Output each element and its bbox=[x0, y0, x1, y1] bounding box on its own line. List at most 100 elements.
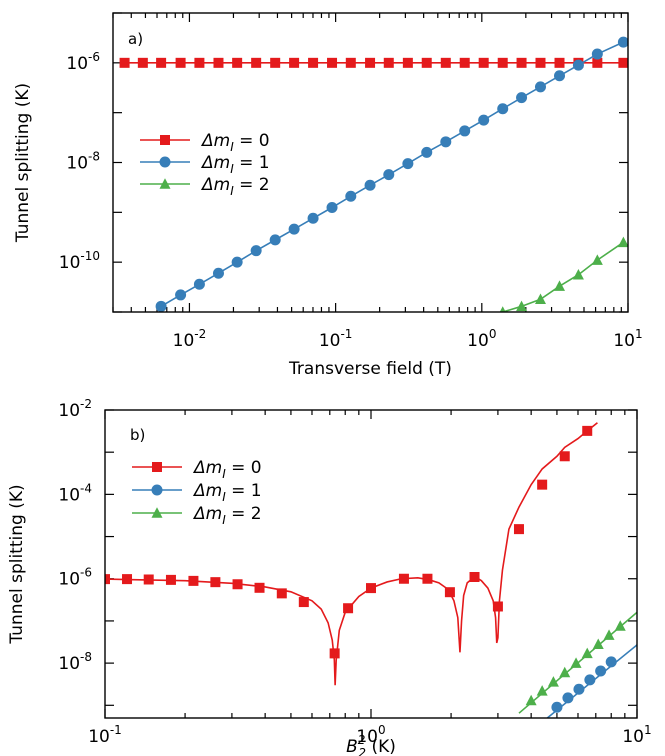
data-point bbox=[581, 647, 593, 659]
data-point bbox=[516, 300, 528, 312]
series-line bbox=[105, 422, 598, 686]
data-point bbox=[570, 657, 582, 668]
data-point bbox=[516, 92, 528, 104]
data-point bbox=[175, 289, 187, 301]
data-point bbox=[572, 268, 584, 280]
series-1 bbox=[546, 644, 637, 718]
data-point bbox=[551, 701, 563, 713]
legend-item: ΔmI = 0 bbox=[140, 131, 270, 154]
data-point bbox=[618, 57, 628, 68]
data-point bbox=[193, 278, 205, 290]
legend-item: ΔmI = 2 bbox=[132, 504, 262, 527]
data-point bbox=[383, 57, 394, 68]
data-point bbox=[345, 190, 357, 202]
panel-b-chart: 10-1 100 101 10-2 10-4 10-6 10-8 B2 2 (K) Tunnel … bbox=[7, 397, 652, 756]
data-point bbox=[554, 57, 565, 68]
data-point bbox=[605, 656, 617, 668]
plot-frame bbox=[112, 12, 629, 313]
data-point bbox=[402, 57, 413, 68]
data-point bbox=[478, 114, 490, 126]
legend-item: ΔmI = 2 bbox=[140, 175, 270, 198]
data-point bbox=[327, 57, 338, 68]
series-0 bbox=[119, 57, 628, 68]
y-tick-label: 10-4 bbox=[58, 481, 92, 505]
series-2 bbox=[499, 236, 628, 312]
y-tick-label: 10-6 bbox=[66, 50, 100, 74]
data-point bbox=[513, 524, 524, 535]
data-point bbox=[143, 574, 154, 585]
data-point bbox=[614, 620, 626, 631]
x-axis-title: B2 2 (K) bbox=[346, 733, 396, 756]
x-tick-label: 100 bbox=[467, 327, 496, 351]
data-point bbox=[617, 36, 628, 48]
x-tick-label: 100 bbox=[356, 723, 385, 747]
series-0 bbox=[105, 422, 598, 686]
x-tick-label: 101 bbox=[622, 723, 651, 747]
data-point bbox=[365, 57, 376, 68]
data-point bbox=[497, 103, 509, 115]
data-point bbox=[270, 57, 281, 68]
data-point bbox=[194, 57, 205, 68]
data-point bbox=[535, 57, 546, 68]
data-point bbox=[516, 57, 527, 68]
data-point bbox=[155, 300, 167, 312]
data-point bbox=[537, 479, 548, 490]
data-point bbox=[329, 648, 340, 659]
series-1 bbox=[155, 36, 628, 312]
data-point bbox=[422, 573, 433, 584]
data-point bbox=[276, 588, 287, 599]
y-axis-title: Tunnel splitting (K) bbox=[13, 83, 33, 243]
y-tick-label: 10-10 bbox=[59, 249, 100, 273]
data-point bbox=[188, 575, 199, 586]
data-point bbox=[213, 57, 224, 68]
data-point bbox=[250, 245, 262, 257]
data-point bbox=[478, 57, 489, 68]
data-point bbox=[212, 267, 224, 279]
data-point bbox=[547, 676, 559, 687]
data-point bbox=[165, 574, 176, 585]
legend-marker bbox=[152, 462, 162, 472]
data-point bbox=[308, 57, 319, 68]
series-2 bbox=[518, 611, 637, 714]
data-point bbox=[572, 59, 584, 71]
data-point bbox=[269, 234, 281, 246]
panel-a-chart: 10-2 10-1 100 101 10-6 10-8 10-10 Transverse fi… bbox=[13, 12, 643, 379]
data-point bbox=[584, 674, 596, 686]
data-point bbox=[345, 57, 356, 68]
data-point bbox=[307, 212, 319, 224]
data-point bbox=[366, 583, 376, 594]
x-tick-label: 10-1 bbox=[319, 327, 353, 351]
data-point bbox=[459, 57, 470, 68]
data-point bbox=[536, 685, 548, 696]
legend-label: ΔmI = 1 bbox=[200, 153, 270, 176]
plot-area bbox=[119, 36, 628, 312]
data-point bbox=[402, 158, 414, 170]
data-point bbox=[119, 57, 130, 68]
data-point bbox=[603, 629, 615, 640]
data-point bbox=[554, 70, 566, 82]
data-point bbox=[554, 280, 566, 291]
data-point bbox=[232, 579, 243, 590]
data-point bbox=[592, 57, 603, 68]
legend-label: ΔmI = 2 bbox=[192, 504, 262, 527]
x-tick-label: 10-2 bbox=[173, 327, 207, 351]
data-point bbox=[231, 256, 243, 268]
data-point bbox=[105, 574, 110, 585]
data-point bbox=[559, 666, 571, 678]
data-point bbox=[440, 136, 452, 148]
data-point bbox=[559, 451, 570, 462]
series-line bbox=[502, 241, 624, 312]
x-tick-label: 10-1 bbox=[88, 723, 122, 747]
plot-area bbox=[105, 422, 637, 718]
data-point bbox=[534, 81, 546, 93]
data-point bbox=[592, 638, 604, 650]
data-point bbox=[440, 57, 451, 68]
legend-label: ΔmI = 0 bbox=[192, 458, 262, 481]
legend-item: ΔmI = 1 bbox=[132, 481, 262, 504]
data-point bbox=[525, 694, 537, 706]
legend-marker bbox=[159, 156, 171, 168]
legend-label: ΔmI = 0 bbox=[200, 131, 270, 154]
y-tick-label: 10-8 bbox=[66, 150, 100, 174]
panel-label: a) bbox=[128, 30, 143, 48]
